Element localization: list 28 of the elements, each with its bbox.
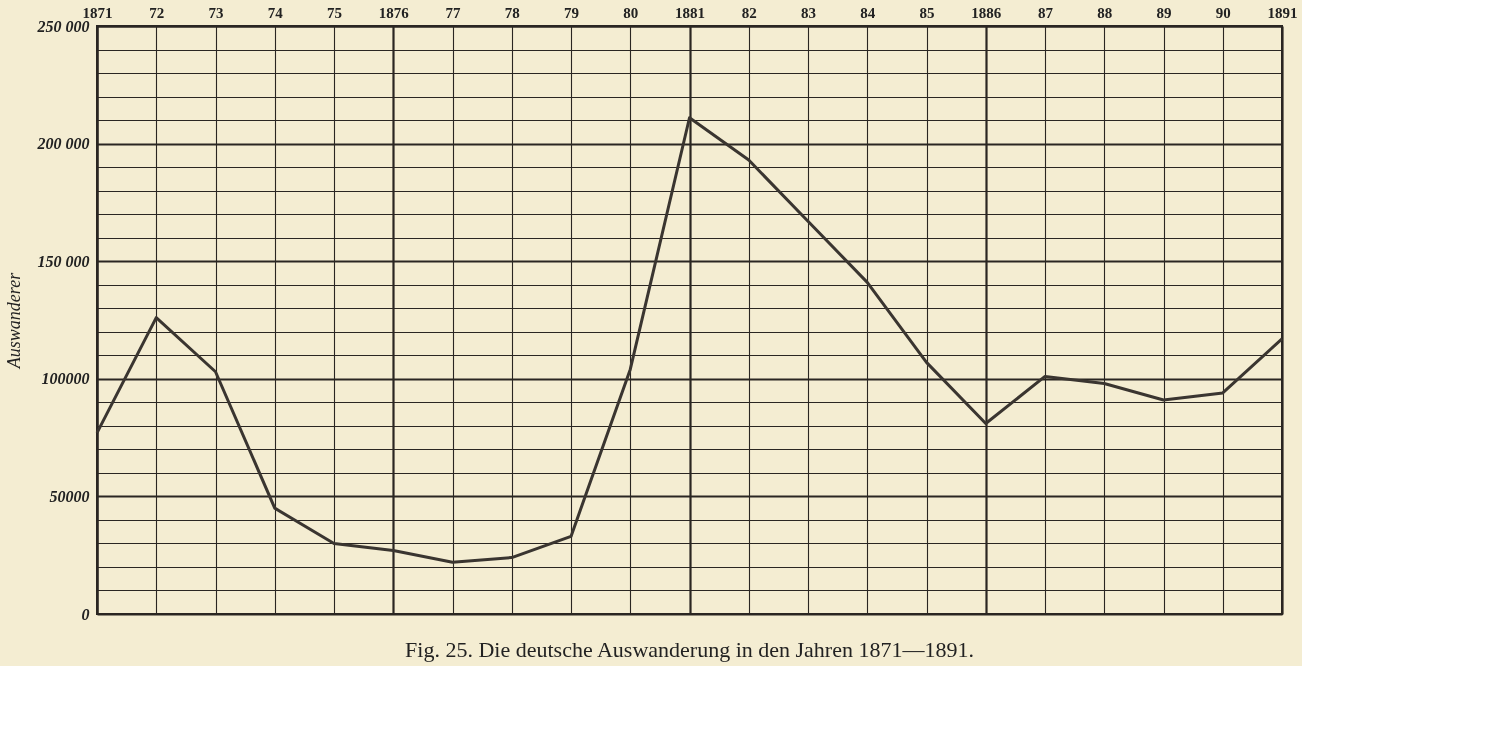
x-tick-label: 77 [445, 4, 461, 21]
line-series [95, 116, 1284, 564]
y-tick-label: 50000 [49, 487, 90, 505]
x-tick-label: 87 [1038, 4, 1054, 21]
x-tick-label: 90 [1215, 4, 1231, 21]
text: Fig. 25. Die deutsche Auswanderung in den Jahren 1871—1891. [405, 637, 974, 662]
x-tick-label: 88 [1097, 4, 1113, 21]
y-tick-label: 0 [81, 605, 90, 623]
x-tick-label: 78 [504, 4, 520, 21]
x-tick-label: 82 [741, 4, 757, 21]
x-tick-label: 74 [267, 4, 284, 21]
x-tick-label: 85 [919, 4, 935, 21]
x-tick-label: 73 [208, 4, 224, 21]
x-tick-label: 1881 [675, 4, 705, 21]
x-tick-label: 79 [564, 4, 579, 21]
x-tick-label: 89 [1156, 4, 1172, 21]
y-axis-title: Auswanderer [3, 271, 24, 370]
y-tick-label: 100000 [41, 370, 90, 388]
y-tick-label: 150 000 [37, 252, 90, 270]
x-tick-label: 75 [327, 4, 342, 21]
x-tick-label: 1891 [1267, 4, 1298, 21]
x-tick-label: 84 [860, 4, 876, 21]
x-tick-label: 1886 [971, 4, 1002, 21]
y-tick-label: 200 000 [36, 135, 90, 153]
x-tick-label: 72 [149, 4, 165, 21]
x-tick-label: 80 [623, 4, 639, 21]
x-tick-label: 1876 [378, 4, 410, 21]
x-tick-label: 83 [801, 4, 816, 21]
